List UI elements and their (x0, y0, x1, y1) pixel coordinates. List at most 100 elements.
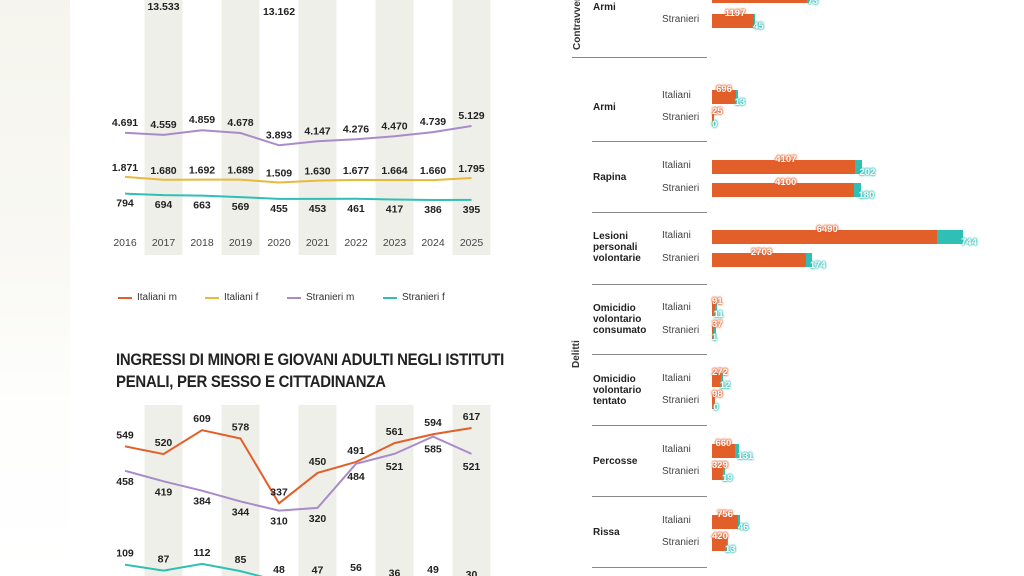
series-line (124, 427, 472, 505)
data-label: 1.692 (189, 165, 215, 177)
series-line (124, 192, 472, 201)
bar-segment-teal (854, 183, 861, 197)
data-label: 4.276 (343, 123, 369, 135)
x-tick-label: 2022 (344, 237, 368, 249)
bar-segment-orange (712, 537, 727, 551)
data-label: 344 (232, 506, 250, 518)
value-label-teal: 131 (737, 451, 754, 462)
x-tick-label: 2018 (190, 237, 214, 249)
group-separator (592, 567, 707, 568)
value-label-teal: 45 (753, 21, 764, 32)
category-label: Armi (593, 2, 616, 13)
value-label-orange: 1197 (724, 8, 746, 19)
legend-label: Stranieri m (306, 292, 355, 303)
value-label-teal: 19 (722, 473, 733, 484)
group-separator (592, 496, 707, 497)
value-label-teal: 744 (961, 237, 977, 248)
data-label: 4.470 (381, 120, 407, 132)
data-label: 3.893 (266, 129, 292, 141)
data-label: 1.871 (112, 162, 138, 174)
value-label-teal: 0 (712, 119, 718, 130)
value-label-orange: 696 (716, 84, 732, 95)
bar-segment-teal (736, 90, 738, 104)
legend-swatch (383, 296, 397, 299)
data-label: 310 (270, 516, 288, 528)
row-label: Italiani (662, 160, 691, 171)
bar-segment-teal (721, 373, 723, 387)
value-label-orange: 420 (712, 531, 728, 542)
bar-segment-teal (937, 230, 963, 244)
column-stripe (375, 405, 414, 576)
data-label: 13.533 (147, 1, 179, 13)
legend-swatch (118, 296, 132, 299)
bar-segment-teal (753, 14, 756, 28)
data-label: 337 (270, 486, 288, 498)
bar-segment-orange (712, 230, 938, 244)
row-label: Stranieri (662, 14, 700, 25)
value-label-orange: 91 (712, 296, 723, 307)
data-label: 4.691 (112, 117, 138, 129)
column-stripe (298, 0, 337, 255)
data-label: 4.739 (420, 116, 446, 128)
x-tick-label: 2017 (152, 237, 176, 249)
x-tick-label: 2021 (306, 237, 330, 249)
value-label-teal: 11 (713, 309, 724, 320)
value-label-orange: 756 (717, 509, 733, 520)
category-label: Omicidio volontario tentato (593, 373, 642, 407)
bar-segment-teal (805, 253, 812, 267)
bar-segment-orange (712, 302, 716, 316)
data-label: 617 (463, 411, 481, 423)
bar-segment-orange (712, 325, 714, 339)
data-label: 13.162 (263, 6, 295, 18)
category-label: Armi (593, 101, 616, 113)
value-label-teal: 13 (734, 97, 746, 108)
x-tick-label: 2024 (421, 237, 445, 249)
bar-segment-orange (712, 90, 737, 104)
category-label: Omicidio volontario consumato (593, 303, 647, 336)
bar-segment-teal (734, 444, 740, 458)
line-charts-panel (70, 0, 500, 576)
background-pattern (0, 0, 70, 576)
data-label: 1.509 (266, 167, 292, 179)
column-stripe (144, 0, 183, 255)
value-label-orange: 25 (712, 106, 723, 117)
value-label-teal: 202 (859, 167, 876, 178)
data-label: 49 (427, 564, 439, 576)
data-label: 30 (466, 569, 478, 576)
bar-segment-teal (714, 325, 716, 339)
data-label: 4.559 (150, 119, 176, 131)
data-label: 585 (424, 444, 442, 456)
row-label: Stranieri (662, 325, 700, 336)
legend-stranieri-f: Stranieri f (383, 292, 445, 303)
column-stripe (221, 0, 260, 255)
data-label: 4.678 (227, 117, 253, 129)
group-separator (592, 284, 707, 285)
value-label-orange: 37 (712, 319, 723, 330)
bar-segment-orange (712, 373, 722, 387)
bar-segment-teal (723, 466, 725, 480)
data-label: 521 (386, 461, 404, 473)
row-label: Stranieri (662, 112, 700, 123)
column-stripe (375, 0, 414, 255)
data-label: 85 (235, 554, 247, 566)
column-stripe (298, 405, 337, 576)
data-label: 48 (273, 564, 285, 576)
data-label: 1.677 (343, 165, 369, 177)
column-stripe (144, 405, 183, 576)
value-label-orange: 660 (715, 438, 732, 449)
data-label: 663 (193, 200, 211, 212)
row-label: Italiani (662, 90, 691, 101)
category-label: Percosse (593, 455, 638, 467)
data-label: 484 (347, 471, 365, 483)
data-label: 1.795 (458, 163, 484, 175)
data-label: 461 (347, 203, 365, 215)
data-label: 36 (389, 567, 401, 576)
category-label: Rapina (593, 172, 627, 183)
legend-italiani-m: Italiani m (118, 292, 177, 303)
value-label-teal: 174 (809, 260, 826, 271)
bar-segment-orange (712, 515, 739, 529)
legend-label: Italiani f (224, 292, 259, 303)
bar-segment-orange (712, 444, 735, 458)
data-label: 4.859 (189, 114, 215, 126)
